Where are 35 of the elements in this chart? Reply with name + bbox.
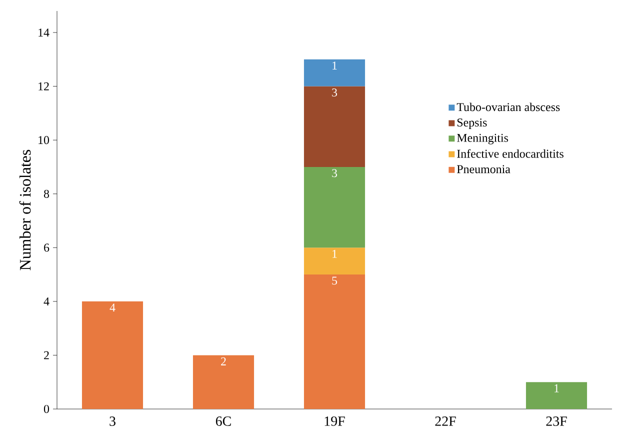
legend-label: Tubo-ovarian abscess <box>456 102 560 112</box>
x-tick-label: 23F <box>546 416 567 426</box>
x-tick-label: 19F <box>324 416 345 426</box>
x-tick-label: 3 <box>110 416 116 426</box>
y-tick-label: 0 <box>44 404 50 414</box>
bar <box>192 355 254 409</box>
legend-label: Sepsis <box>457 118 487 129</box>
bar <box>82 301 144 409</box>
y-tick-label: 10 <box>38 136 50 144</box>
x-tick-label: 6C <box>216 416 231 426</box>
data-label: 3 <box>332 88 338 97</box>
data-label: 1 <box>332 250 337 258</box>
y-axis-title: Number of isolates <box>19 150 31 270</box>
y-tick-label: 4 <box>44 297 50 306</box>
y-tick-label: 6 <box>44 244 50 252</box>
legend-label: Pneumonia <box>457 165 510 174</box>
data-label: 1 <box>554 384 559 392</box>
data-label: 4 <box>110 304 116 312</box>
bar <box>304 86 366 167</box>
bar <box>526 382 588 409</box>
bar <box>304 248 366 275</box>
y-tick-label: 12 <box>38 82 49 90</box>
y-tick-label: 2 <box>44 351 49 360</box>
bar <box>304 166 366 248</box>
data-label: 5 <box>332 276 338 285</box>
bar <box>304 59 366 86</box>
legend-label: Infective endocarditits <box>457 149 564 158</box>
data-label: 3 <box>332 169 338 178</box>
legend-label: Meningitis <box>457 134 508 144</box>
x-tick-label: 22F <box>435 416 456 426</box>
y-tick-label: 8 <box>44 190 50 198</box>
data-label: 1 <box>332 62 337 70</box>
data-label: 2 <box>221 357 226 366</box>
y-tick-label: 14 <box>38 28 50 36</box>
bar <box>304 274 366 409</box>
